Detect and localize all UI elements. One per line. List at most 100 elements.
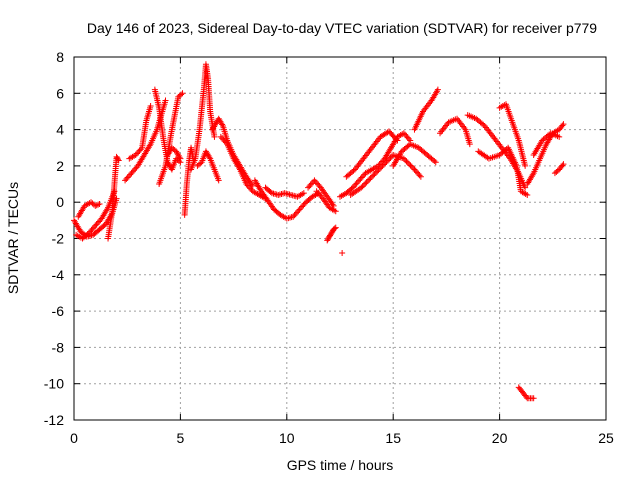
data-point (530, 395, 537, 402)
data-point (359, 173, 366, 180)
data-point (315, 181, 322, 188)
data-point (244, 182, 251, 189)
data-point (128, 170, 135, 177)
data-point (380, 161, 387, 168)
x-tick-label: 5 (177, 430, 185, 446)
data-point (221, 138, 228, 145)
data-point (132, 152, 139, 159)
data-point (179, 90, 186, 97)
data-point (378, 164, 385, 171)
series-track-t (339, 250, 346, 257)
data-point (95, 201, 102, 208)
data-point (290, 213, 297, 220)
y-tick-label: -8 (52, 339, 65, 355)
data-point (559, 122, 566, 129)
series-track-d (105, 153, 122, 242)
data-point (317, 192, 324, 199)
data-point (375, 166, 382, 173)
data-point (176, 154, 183, 161)
series-track-w (347, 152, 424, 198)
data-point (312, 178, 319, 185)
x-tick-label: 25 (598, 430, 614, 446)
data-point (363, 179, 370, 186)
series-track-j (181, 144, 197, 218)
series-track-i (164, 144, 184, 162)
data-point (84, 231, 91, 238)
data-point (177, 155, 184, 162)
data-point (332, 224, 339, 231)
data-point (556, 133, 563, 140)
series-track-l (194, 148, 222, 184)
data-point (400, 155, 407, 162)
series-track-ag (551, 161, 567, 177)
data-point (367, 175, 374, 182)
data-point (300, 202, 307, 209)
y-axis-label: SDTVAR / TECUs (5, 182, 21, 294)
data-point (305, 184, 312, 191)
data-point (387, 154, 394, 161)
data-point (88, 227, 95, 234)
data-point (370, 172, 377, 179)
series-track-y (411, 86, 441, 133)
data-point (97, 216, 104, 223)
data-point (332, 208, 339, 215)
y-tick-label: -2 (52, 231, 65, 247)
data-point (330, 202, 337, 209)
data-point (376, 165, 383, 172)
data-point (206, 154, 213, 161)
data-point (386, 156, 393, 163)
data-point (393, 136, 400, 143)
data-point (358, 184, 365, 191)
series-track-ab (475, 144, 531, 198)
x-axis: 0 5 10 15 20 25 (70, 57, 614, 446)
data-point (93, 221, 100, 228)
series-track-ae (524, 121, 567, 188)
data-point (249, 182, 256, 189)
y-axis: -12 -10 -8 -6 -4 -2 0 2 4 6 8 (44, 49, 606, 428)
data-point (348, 185, 355, 192)
data-point (371, 171, 378, 178)
data-point (122, 177, 129, 184)
data-point (124, 174, 131, 181)
y-tick-label: 6 (56, 85, 64, 101)
data-point (403, 133, 410, 140)
data-point (94, 219, 101, 226)
data-point (85, 230, 92, 237)
data-point (414, 169, 421, 176)
data-point (352, 181, 359, 188)
data-point (114, 156, 121, 163)
data-point (306, 183, 313, 190)
data-point (405, 136, 412, 143)
data-point (362, 180, 369, 187)
data-point (411, 166, 418, 173)
data-point (295, 207, 302, 214)
data-point (296, 206, 303, 213)
series-track-f (126, 103, 154, 162)
x-tick-label: 20 (492, 430, 508, 446)
series-track-q (305, 177, 337, 209)
data-point (162, 97, 169, 104)
data-point (136, 147, 143, 154)
series-track-v (343, 128, 401, 180)
data-point (132, 165, 139, 172)
data-point (368, 173, 375, 180)
data-point (560, 161, 567, 168)
data-point (466, 141, 473, 148)
data-point (372, 169, 379, 176)
data-point (217, 133, 224, 140)
data-point (291, 212, 298, 219)
data-point (358, 174, 365, 181)
data-point (91, 224, 98, 231)
data-point (314, 180, 321, 187)
series-track-p (262, 184, 307, 200)
data-point (299, 203, 306, 210)
data-point (178, 91, 185, 98)
data-points (71, 61, 567, 402)
data-point (125, 173, 132, 180)
data-point (135, 149, 142, 156)
y-tick-label: -6 (52, 303, 65, 319)
data-point (383, 158, 390, 165)
data-point (96, 218, 103, 225)
data-point (133, 164, 140, 171)
series-track-n (217, 133, 269, 202)
